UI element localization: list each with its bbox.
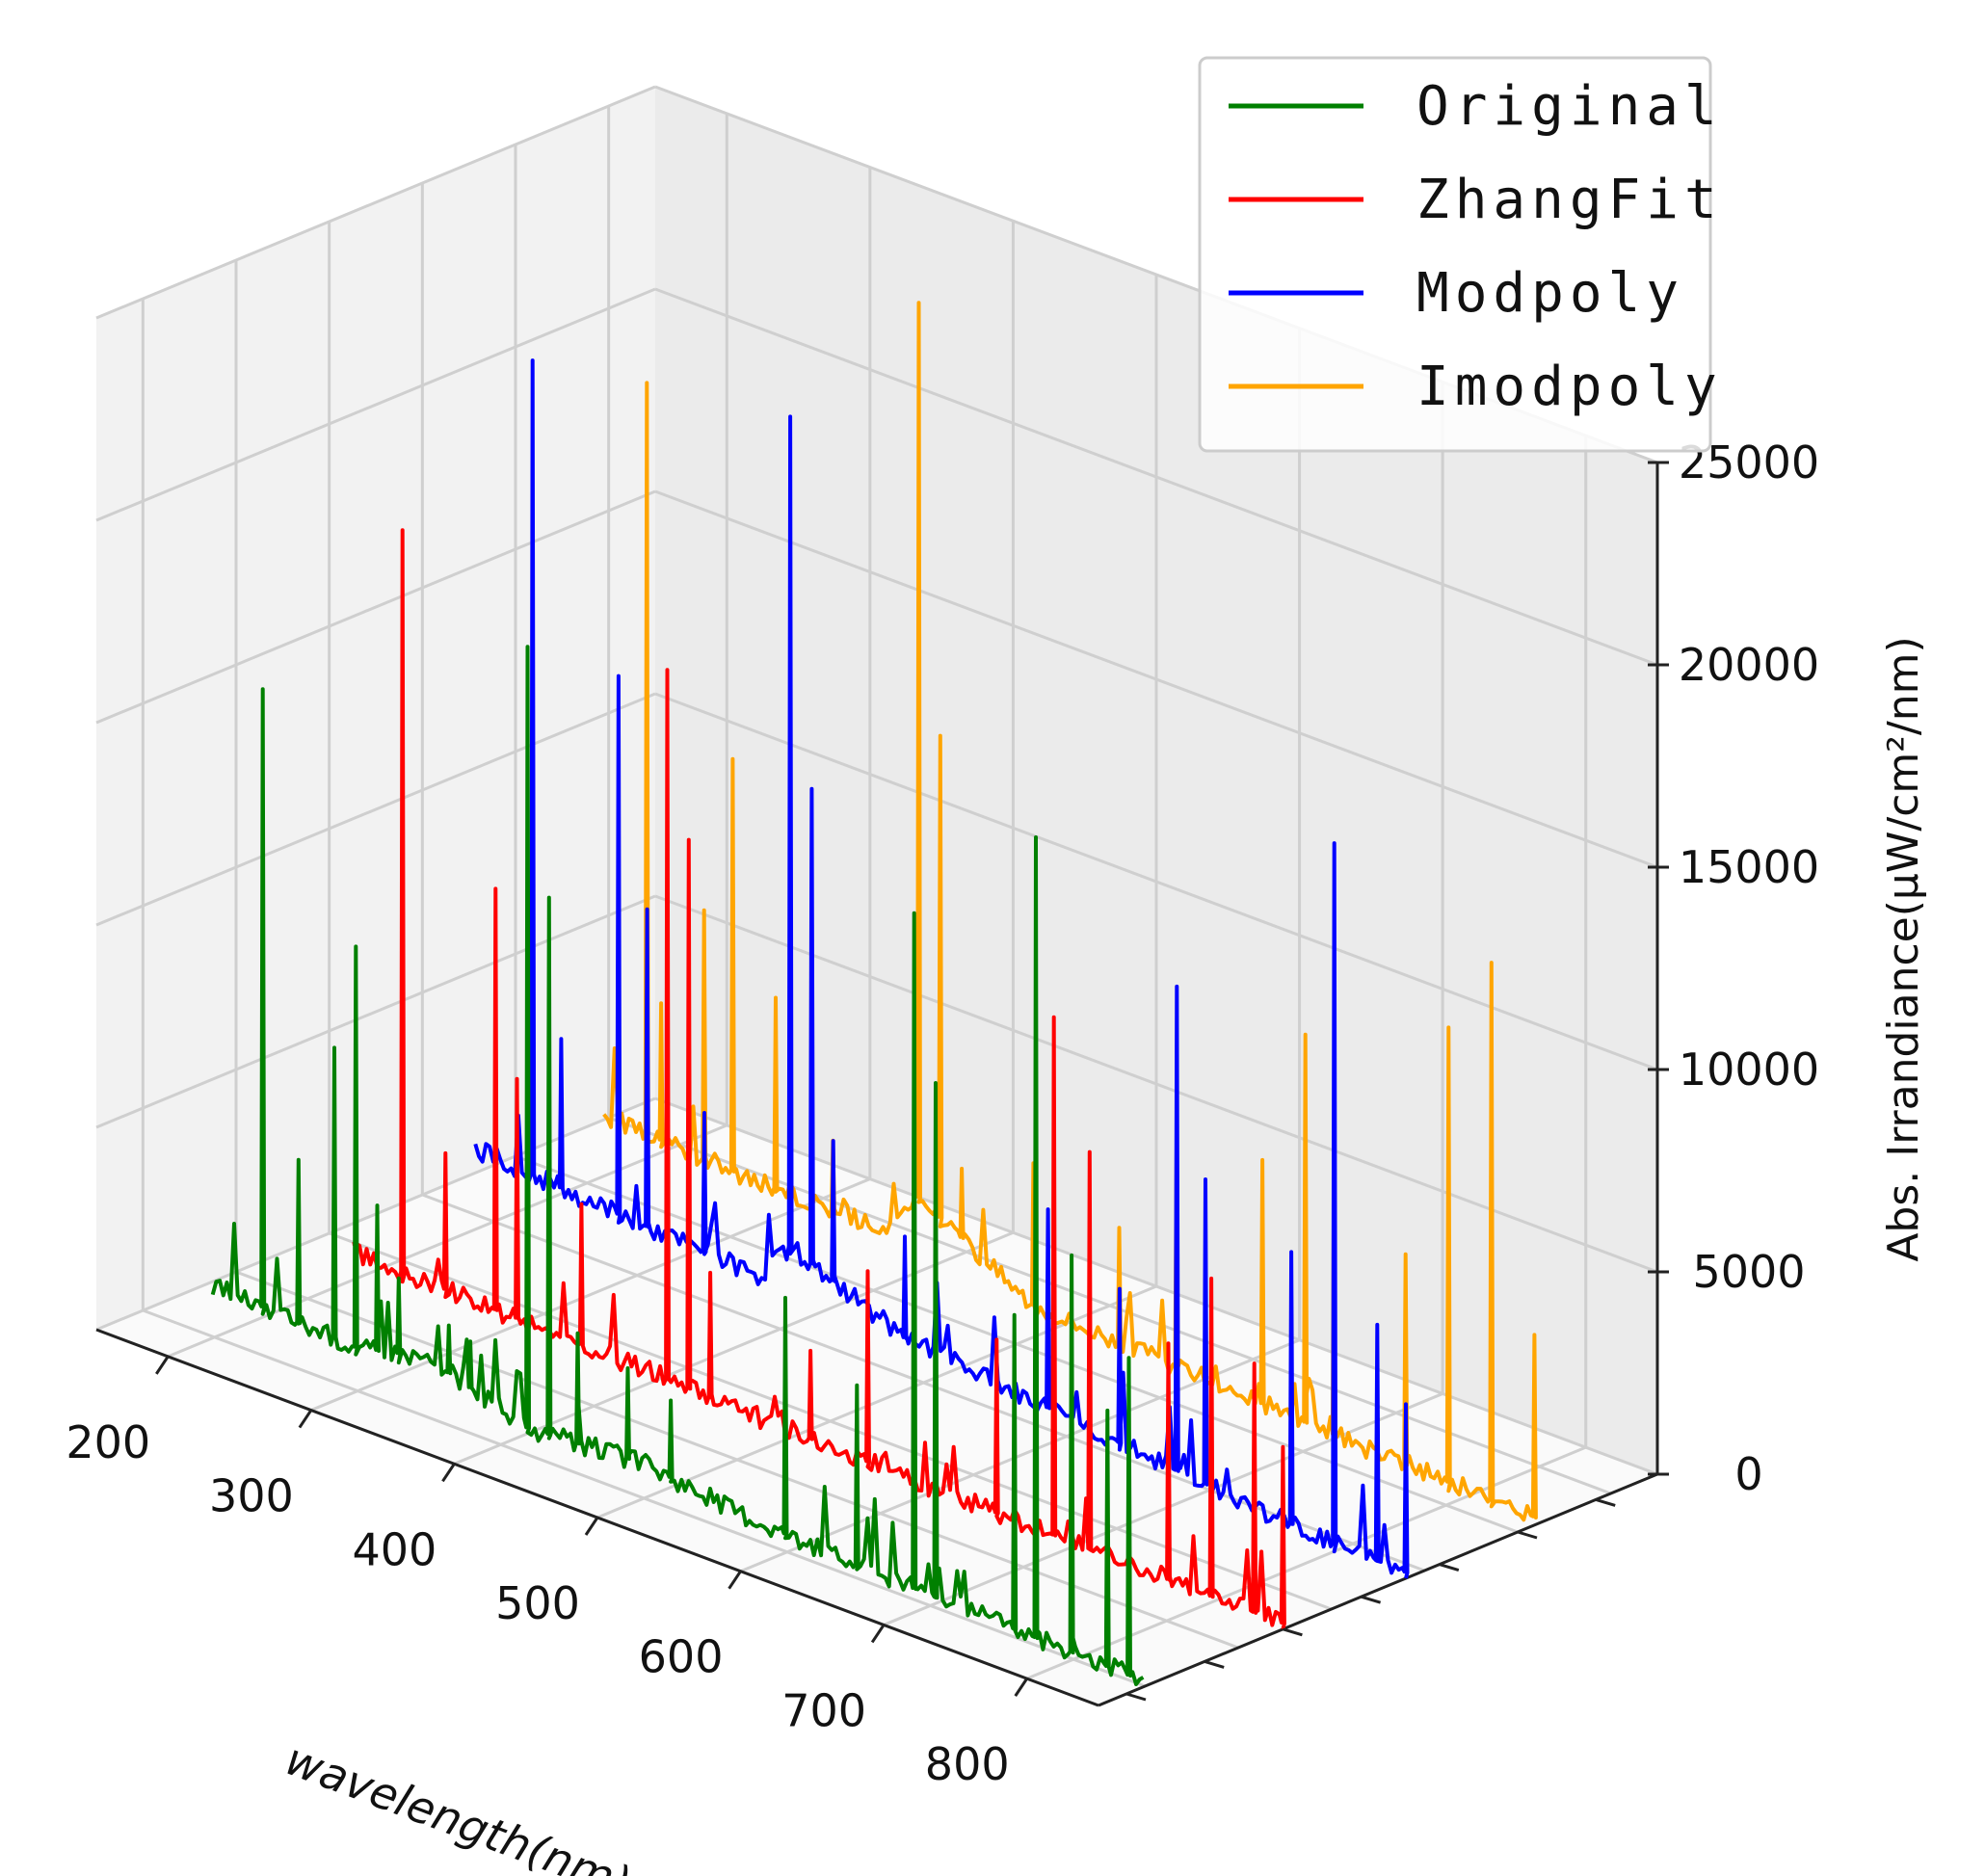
z-tick-label: 15000 — [1679, 841, 1819, 893]
legend-label: Imodpoly — [1416, 356, 1723, 418]
z-axis-title: Abs. Irrandiance(μW/cm²/nm) — [1879, 636, 1928, 1261]
grid-line — [421, 1193, 1425, 1572]
x-tick-mark — [870, 1624, 886, 1644]
x-tick-mark — [1014, 1678, 1028, 1697]
legend-label: Modpoly — [1416, 262, 1684, 325]
z-tick-label: 20000 — [1679, 639, 1819, 691]
legend: Original ZhangFit Modpoly Imodpoly — [1198, 56, 1723, 453]
x-tick-label: 400 — [353, 1523, 437, 1575]
legend-item: ZhangFit — [1229, 169, 1723, 231]
grid-line — [95, 894, 656, 1129]
grid-line — [95, 85, 656, 320]
legend-item: Imodpoly — [1229, 356, 1723, 418]
x-tick-label: 300 — [209, 1470, 294, 1522]
z-tick-label: 10000 — [1679, 1044, 1819, 1096]
legend-box — [1198, 56, 1712, 453]
grid-line — [142, 1308, 1146, 1688]
depth-tick-mark — [1204, 1659, 1225, 1669]
x-tick-mark — [298, 1409, 313, 1429]
depth-tick-mark — [1595, 1497, 1616, 1507]
x-tick-mark — [441, 1463, 456, 1483]
depth-tick-mark — [1282, 1627, 1303, 1637]
series-lines — [210, 301, 1538, 1686]
grid-line — [95, 489, 656, 725]
x-axis-title: wavelength(nm) — [278, 1732, 638, 1876]
axis-line — [1098, 1472, 1658, 1707]
depth-tick-mark — [1439, 1563, 1460, 1572]
series-line-original — [210, 645, 1145, 1686]
grid-line — [310, 1177, 871, 1412]
grid-line — [95, 287, 656, 522]
series-line-zhangfit — [352, 528, 1286, 1630]
x-tick-mark — [155, 1356, 170, 1375]
grid-line — [95, 692, 656, 927]
series-line-imodpoly — [602, 301, 1538, 1522]
x-tick-label: 500 — [495, 1577, 580, 1629]
legend-label: ZhangFit — [1416, 169, 1723, 231]
x-tick-mark — [584, 1517, 599, 1536]
legend-label: Original — [1416, 75, 1723, 138]
x-tick-label: 600 — [639, 1631, 724, 1683]
depth-axis-ticks — [1125, 1497, 1616, 1702]
z-tick-label: 0 — [1734, 1448, 1762, 1500]
z-tick-label: 5000 — [1692, 1246, 1805, 1298]
legend-item: Modpoly — [1229, 262, 1684, 325]
x-tick-mark — [728, 1570, 742, 1590]
x-axis-ticks: 200 300 400 500 600 700 800 — [66, 1356, 1028, 1790]
depth-tick-mark — [1361, 1595, 1382, 1604]
grid-line — [654, 489, 1658, 869]
grid-line — [515, 1154, 1519, 1534]
grid-lines — [95, 85, 1658, 1688]
depth-tick-mark — [1125, 1692, 1147, 1702]
x-tick-label: 700 — [781, 1684, 866, 1736]
depth-tick-mark — [1517, 1530, 1538, 1540]
x-tick-label: 200 — [66, 1416, 150, 1468]
x-tick-label: 800 — [925, 1738, 1010, 1790]
legend-item: Original — [1229, 75, 1723, 138]
grid-line — [654, 287, 1658, 667]
